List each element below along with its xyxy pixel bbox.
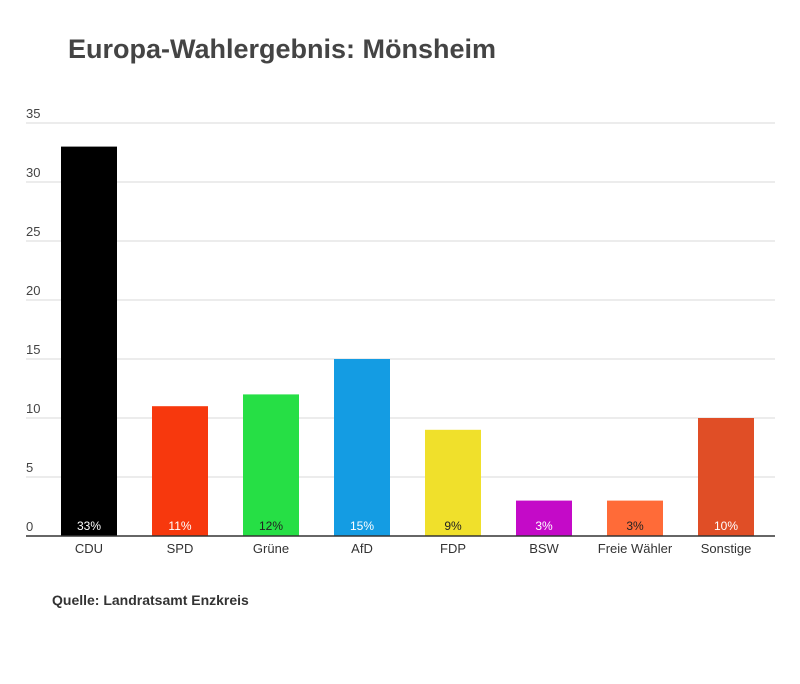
bar-bsw: [516, 500, 572, 536]
y-tick-label: 25: [26, 224, 40, 239]
data-label: 3%: [626, 519, 644, 533]
bars: 33% 11% 12% 15% 9% 3% 3% 10%: [61, 146, 754, 536]
x-tick-label: BSW: [529, 541, 559, 556]
x-axis-ticks: CDU SPD Grüne AfD FDP BSW Freie Wähler Sonstige: [75, 541, 751, 556]
bar-spd: [152, 406, 208, 536]
x-tick-label: CDU: [75, 541, 103, 556]
y-tick-label: 20: [26, 283, 40, 298]
y-tick-label: 0: [26, 519, 33, 534]
x-tick-label: FDP: [440, 541, 466, 556]
y-tick-label: 30: [26, 165, 40, 180]
x-tick-label: Grüne: [253, 541, 289, 556]
x-tick-label: SPD: [167, 541, 194, 556]
bar-freie-wähler: [607, 500, 663, 536]
chart-title: Europa-Wahlergebnis: Mönsheim: [68, 34, 497, 64]
x-tick-label: Freie Wähler: [598, 541, 673, 556]
data-label: 33%: [77, 519, 101, 533]
bar-cdu: [61, 146, 117, 536]
data-label: 9%: [444, 519, 462, 533]
data-label: 15%: [350, 519, 374, 533]
data-label: 3%: [535, 519, 553, 533]
y-tick-label: 35: [26, 106, 40, 121]
x-tick-label: AfD: [351, 541, 373, 556]
y-tick-label: 10: [26, 401, 40, 416]
x-tick-label: Sonstige: [701, 541, 752, 556]
gridlines: [26, 122, 775, 478]
y-tick-label: 5: [26, 460, 33, 475]
data-label: 10%: [714, 519, 738, 533]
data-label: 11%: [168, 519, 191, 533]
bar-fdp: [425, 429, 481, 536]
y-tick-label: 15: [26, 342, 40, 357]
bar-sonstige: [698, 418, 754, 536]
bar-afd: [334, 359, 390, 536]
y-axis-ticks: 0 5 10 15 20 25 30 35: [26, 106, 40, 534]
data-label: 12%: [259, 519, 283, 533]
bar-grüne: [243, 394, 299, 536]
source-note: Quelle: Landratsamt Enzkreis: [52, 592, 249, 608]
